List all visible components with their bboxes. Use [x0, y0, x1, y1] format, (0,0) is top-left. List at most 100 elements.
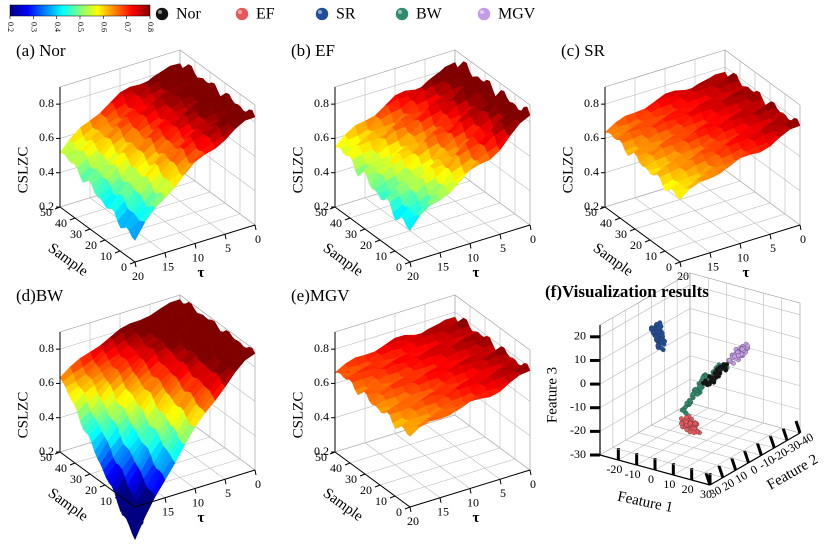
panel-title: (e)MGV — [291, 286, 350, 305]
legend-marker — [155, 7, 169, 21]
axis-line — [334, 451, 411, 508]
cluster-point — [687, 420, 693, 426]
x-tick — [389, 495, 396, 499]
y-tick — [799, 224, 802, 231]
axis-line — [59, 451, 136, 508]
y-tick-label: 5 — [500, 486, 506, 500]
y-tick — [781, 427, 789, 441]
x-tick — [659, 250, 666, 254]
y-tick — [794, 420, 802, 434]
y-tick — [743, 450, 750, 464]
z-axis-label: CSLZC — [15, 392, 31, 439]
legend-label: EF — [256, 6, 275, 23]
x-tick-label: 50 — [315, 205, 327, 219]
y-tick — [164, 497, 167, 503]
grid-line — [724, 66, 801, 123]
cluster-point — [739, 346, 745, 352]
grid-line — [454, 311, 531, 368]
x-tick — [99, 484, 106, 488]
grid-line — [694, 179, 771, 235]
x-tick — [389, 250, 396, 254]
y-tick — [439, 497, 442, 503]
y-tick — [739, 243, 742, 249]
z-axis-label: CSLZC — [15, 147, 31, 194]
axis-line — [409, 469, 531, 508]
y-tick — [224, 479, 227, 485]
cluster-point — [656, 325, 662, 330]
cluster-point — [700, 375, 706, 380]
z-tick-label: 0.4 — [39, 409, 54, 423]
x-tick — [374, 484, 381, 488]
y-tick — [409, 506, 412, 513]
panel-title: (f)Visualization results — [545, 282, 709, 301]
x-tick-label: 0 — [121, 260, 127, 274]
y-tick — [254, 469, 257, 476]
x-tick-label: 10 — [100, 494, 112, 508]
panel-title: (a) Nor — [16, 41, 66, 60]
cluster-point — [679, 421, 684, 426]
z-tick-label: 0.4 — [314, 409, 329, 423]
x-tick-label: 30 — [615, 227, 627, 241]
x-tick-label: 0 — [396, 260, 402, 274]
z-tick-label: 0.2 — [584, 199, 599, 213]
grid-line — [599, 402, 691, 456]
cluster-point — [707, 374, 712, 379]
x-tick — [404, 261, 411, 265]
x-tick-label: 20 — [682, 482, 694, 496]
colorbar-tick-label: 0.5 — [76, 22, 85, 32]
surface-patch — [131, 220, 146, 241]
x-tick — [374, 239, 381, 243]
cluster-point — [653, 334, 659, 339]
y-tick-label: 10 — [467, 250, 479, 264]
cluster-point — [659, 340, 664, 345]
y-tick-label: -40 — [795, 430, 816, 450]
y-tick — [254, 224, 257, 231]
grid-line — [599, 331, 691, 385]
x-tick-label: -10 — [625, 467, 641, 481]
z-tick-label: 0.2 — [314, 199, 329, 213]
y-tick-label: 15 — [162, 260, 174, 274]
x-axis-label: Feature 1 — [616, 489, 674, 516]
cluster-point — [684, 400, 690, 406]
grid-line — [599, 355, 691, 408]
grid-line — [179, 169, 256, 226]
legend-label: MGV — [498, 6, 536, 23]
x-tick-label: 10 — [645, 249, 657, 263]
y-tick-label: 20 — [132, 269, 144, 283]
grid-line — [638, 432, 749, 464]
grid-line — [634, 197, 711, 253]
x-tick-label: 50 — [315, 450, 327, 464]
y-tick-label: 5 — [770, 241, 776, 255]
z-tick-label: -20 — [570, 423, 586, 437]
z-axis-label: CSLZC — [560, 147, 576, 194]
x-tick-label: 30 — [345, 227, 357, 241]
legend-marker-shine — [398, 10, 402, 14]
cluster-point — [684, 415, 689, 420]
x-tick-label: 30 — [700, 487, 712, 501]
x-tick — [629, 228, 636, 232]
grid-line — [364, 442, 441, 498]
y-tick-label: 10 — [192, 250, 204, 264]
z-tick-label: 0.8 — [314, 96, 329, 110]
cluster-point — [736, 353, 741, 358]
legend-marker — [477, 7, 491, 21]
y-tick — [756, 442, 763, 456]
y-axis-label: τ — [743, 265, 750, 281]
y-tick — [704, 472, 712, 486]
x-tick — [114, 250, 121, 254]
cluster-point — [683, 419, 689, 424]
cluster-point — [695, 392, 700, 397]
z-tick-label: 0.8 — [39, 341, 54, 355]
colorbar-tick-label: 0.4 — [53, 22, 62, 32]
y-tick — [769, 234, 772, 240]
x-tick — [54, 206, 61, 210]
y-tick-label: 0 — [530, 477, 536, 491]
grid-line — [636, 412, 727, 466]
grid-line — [599, 379, 691, 432]
z-tick-label: 0.8 — [39, 96, 54, 110]
grid-line — [618, 407, 709, 461]
